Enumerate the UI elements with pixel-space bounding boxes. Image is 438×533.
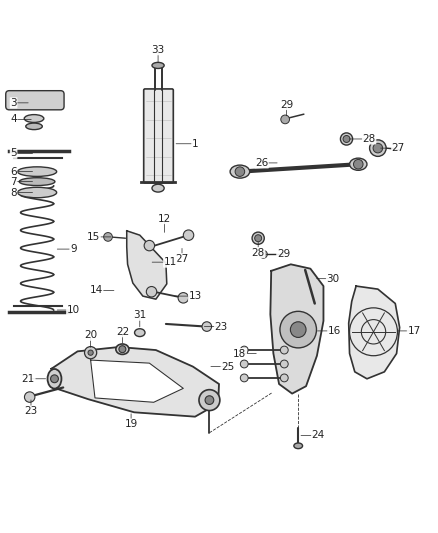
Text: 16: 16 bbox=[328, 326, 341, 336]
FancyBboxPatch shape bbox=[144, 89, 173, 183]
Circle shape bbox=[205, 396, 214, 405]
Text: 17: 17 bbox=[407, 326, 420, 336]
Circle shape bbox=[199, 390, 220, 410]
Ellipse shape bbox=[350, 158, 367, 171]
Circle shape bbox=[280, 311, 317, 348]
Ellipse shape bbox=[24, 115, 44, 123]
Circle shape bbox=[202, 322, 212, 332]
Circle shape bbox=[144, 240, 155, 251]
Text: 8: 8 bbox=[10, 188, 17, 198]
Text: 26: 26 bbox=[255, 158, 268, 168]
Circle shape bbox=[50, 375, 58, 383]
Text: 29: 29 bbox=[280, 100, 293, 110]
Text: 31: 31 bbox=[133, 310, 146, 320]
Text: 22: 22 bbox=[116, 327, 129, 337]
Circle shape bbox=[88, 350, 93, 356]
Text: 14: 14 bbox=[90, 286, 103, 295]
Text: 18: 18 bbox=[233, 349, 247, 359]
Text: 15: 15 bbox=[87, 232, 100, 242]
Text: 11: 11 bbox=[164, 257, 177, 267]
Circle shape bbox=[353, 159, 363, 169]
Text: 28: 28 bbox=[363, 134, 376, 144]
Text: 10: 10 bbox=[67, 305, 80, 315]
Ellipse shape bbox=[134, 329, 145, 336]
Text: 19: 19 bbox=[124, 419, 138, 429]
Text: 28: 28 bbox=[251, 247, 265, 257]
Text: 30: 30 bbox=[326, 273, 339, 284]
Circle shape bbox=[259, 251, 267, 258]
Text: 23: 23 bbox=[25, 406, 38, 416]
Circle shape bbox=[290, 322, 306, 337]
Circle shape bbox=[146, 287, 157, 297]
Circle shape bbox=[85, 346, 97, 359]
Polygon shape bbox=[127, 231, 167, 299]
Ellipse shape bbox=[252, 232, 264, 244]
Text: 20: 20 bbox=[84, 330, 97, 340]
Ellipse shape bbox=[116, 344, 129, 354]
Circle shape bbox=[281, 115, 290, 124]
Text: 27: 27 bbox=[392, 143, 405, 153]
Text: 27: 27 bbox=[175, 254, 189, 264]
Text: 9: 9 bbox=[70, 244, 77, 254]
Text: 29: 29 bbox=[277, 249, 290, 260]
Circle shape bbox=[235, 167, 245, 176]
Circle shape bbox=[280, 374, 288, 382]
Ellipse shape bbox=[294, 443, 303, 449]
Circle shape bbox=[240, 360, 248, 368]
Text: 12: 12 bbox=[158, 214, 171, 224]
Ellipse shape bbox=[152, 184, 164, 192]
Ellipse shape bbox=[19, 177, 55, 185]
Circle shape bbox=[240, 346, 248, 354]
Circle shape bbox=[178, 293, 188, 303]
Circle shape bbox=[25, 392, 35, 402]
Ellipse shape bbox=[18, 187, 57, 198]
Ellipse shape bbox=[18, 167, 57, 176]
Circle shape bbox=[280, 360, 288, 368]
Text: 21: 21 bbox=[22, 374, 35, 384]
Circle shape bbox=[240, 374, 248, 382]
Ellipse shape bbox=[340, 133, 353, 145]
Ellipse shape bbox=[152, 62, 164, 68]
Text: 7: 7 bbox=[10, 176, 17, 187]
Circle shape bbox=[373, 143, 383, 153]
Ellipse shape bbox=[370, 140, 386, 156]
Polygon shape bbox=[51, 347, 219, 417]
Ellipse shape bbox=[230, 165, 250, 178]
Text: 6: 6 bbox=[10, 167, 17, 176]
Text: 25: 25 bbox=[221, 361, 234, 372]
Polygon shape bbox=[349, 286, 399, 379]
Circle shape bbox=[184, 230, 194, 240]
Text: 4: 4 bbox=[10, 115, 17, 124]
FancyBboxPatch shape bbox=[6, 91, 64, 110]
Text: 33: 33 bbox=[152, 45, 165, 55]
Text: 1: 1 bbox=[192, 139, 198, 149]
Circle shape bbox=[104, 232, 113, 241]
Ellipse shape bbox=[26, 123, 42, 130]
Polygon shape bbox=[270, 264, 323, 393]
Ellipse shape bbox=[47, 369, 61, 389]
Circle shape bbox=[343, 135, 350, 142]
Text: 5: 5 bbox=[10, 148, 17, 158]
Text: 23: 23 bbox=[215, 321, 228, 332]
Circle shape bbox=[254, 235, 261, 241]
Text: 24: 24 bbox=[311, 430, 325, 440]
Text: 13: 13 bbox=[188, 291, 201, 301]
Circle shape bbox=[119, 346, 126, 353]
Polygon shape bbox=[91, 360, 184, 402]
Circle shape bbox=[280, 346, 288, 354]
Text: 3: 3 bbox=[10, 98, 17, 108]
